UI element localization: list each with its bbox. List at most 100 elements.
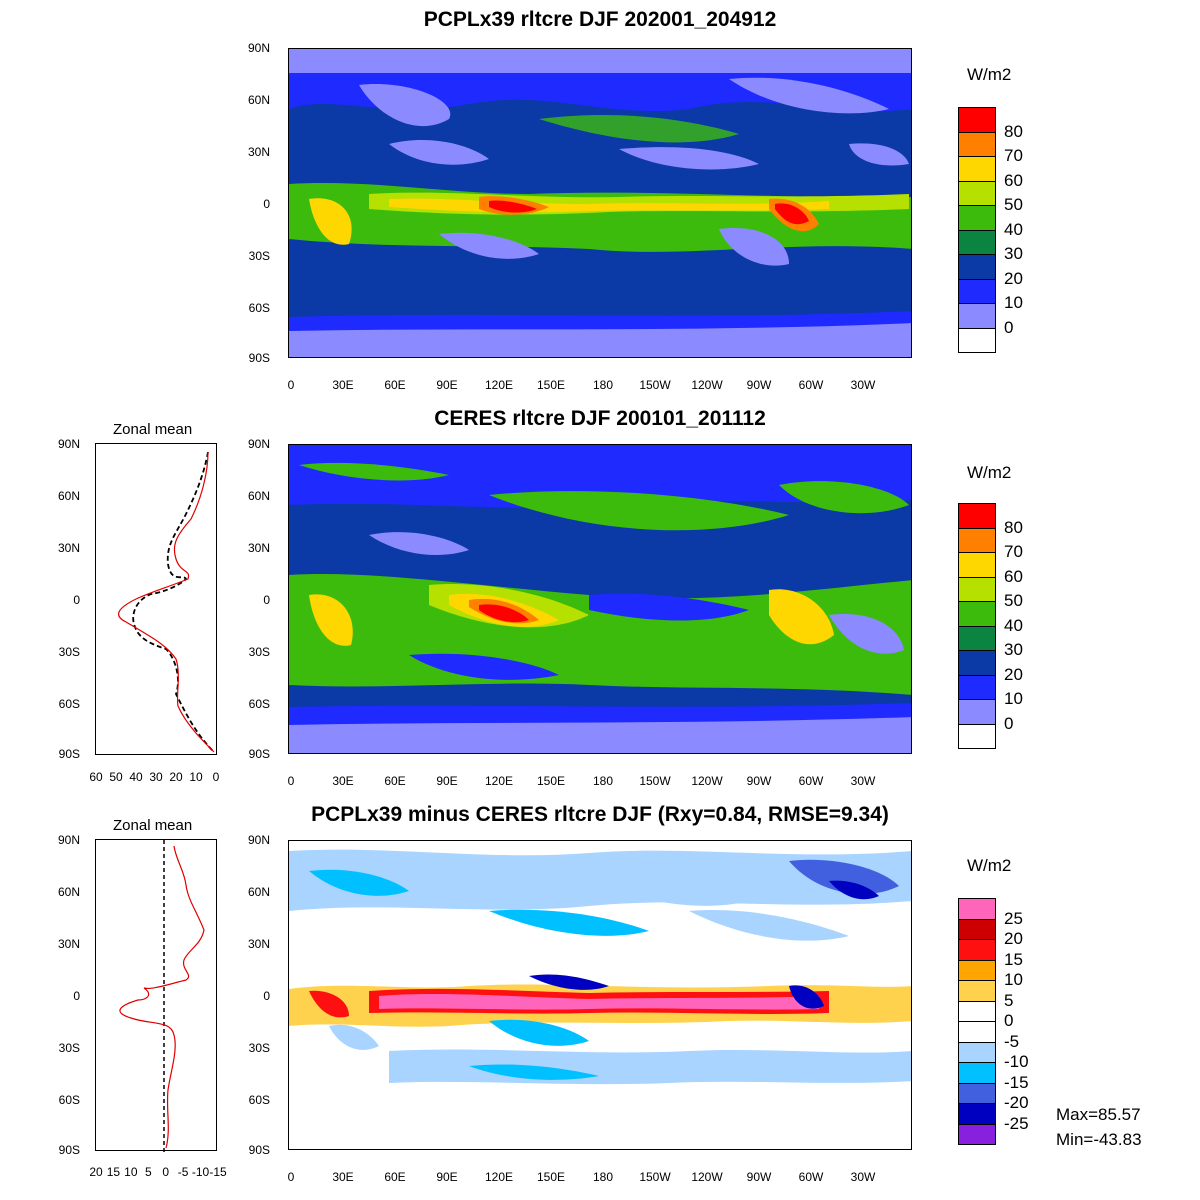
p2-lat-0: 0 xyxy=(263,593,270,607)
panel1-title: PCPLx39 rltcre DJF 202001_204912 xyxy=(423,8,777,31)
colorbar-label: 50 xyxy=(1004,591,1023,610)
colorbar-swatch xyxy=(958,1082,996,1104)
colorbar-swatch xyxy=(958,180,996,206)
colorbar-label: 70 xyxy=(1004,146,1023,165)
zonal-xtick-label: 10 xyxy=(189,770,203,784)
colorbar-swatch xyxy=(958,303,996,329)
colorbar-label: 80 xyxy=(1004,517,1023,537)
z1-lat-0: 0 xyxy=(73,593,80,607)
colorbar-label: 5 xyxy=(1004,990,1014,1010)
colorbar-label: 20 xyxy=(1004,664,1023,684)
colorbar-label: 30 xyxy=(1004,640,1023,659)
max-value: Max=85.57 xyxy=(1056,1105,1141,1124)
colorbar-swatch xyxy=(958,699,996,725)
p1-lat-60N: 60N xyxy=(247,93,270,107)
zonal-xtick-label: 30 xyxy=(149,770,163,784)
zonal-xtick-label: -10 xyxy=(191,1165,210,1179)
colorbar-swatch xyxy=(958,674,996,700)
p3-lon-30W: 30W xyxy=(850,1170,876,1184)
colorbar-swatch xyxy=(958,1062,996,1084)
zonal-xtick-label: -15 xyxy=(209,1165,227,1179)
p1-lon-90W: 90W xyxy=(746,378,772,392)
z2-lat-60S: 60S xyxy=(58,1093,80,1107)
colorbar-label: 40 xyxy=(1004,219,1023,239)
panel3-unit: W/m2 xyxy=(967,856,1012,875)
colorbar-swatch xyxy=(958,1103,996,1125)
colorbar-swatch xyxy=(958,229,996,255)
colorbar-label: 80 xyxy=(1004,121,1023,141)
p2-lat-30S: 30S xyxy=(248,645,270,659)
p3-lon-30E: 30E xyxy=(332,1170,354,1184)
p2-lon-90E: 90E xyxy=(436,774,458,788)
colorbar-swatch xyxy=(958,205,996,231)
zonal-xtick-label: 5 xyxy=(144,1165,152,1179)
p3-lon-120W: 120W xyxy=(691,1170,723,1184)
colorbar-swatch xyxy=(958,527,996,553)
z1-lat-30N: 30N xyxy=(57,541,80,555)
p1-lon-0: 0 xyxy=(287,378,295,392)
p1-lat-90N: 90N xyxy=(247,41,270,55)
p1-lon-60W: 60W xyxy=(798,378,824,392)
colorbar-swatch xyxy=(958,939,996,961)
p3-lat-90S: 90S xyxy=(248,1143,270,1157)
p2-lon-150E: 150E xyxy=(536,774,566,788)
p3-lon-150W: 150W xyxy=(639,1170,671,1184)
colorbar-label: 40 xyxy=(1004,615,1023,635)
p3-lat-30S: 30S xyxy=(248,1041,270,1055)
zonal-xtick-label: 15 xyxy=(106,1165,121,1179)
p1-lon-30W: 30W xyxy=(850,378,876,392)
colorbar-swatch xyxy=(958,327,996,353)
z2-lat-30N: 30N xyxy=(57,937,80,951)
p1-lon-150E: 150E xyxy=(536,378,566,392)
p1-lon-90E: 90E xyxy=(436,378,458,392)
p1-lon-120W: 120W xyxy=(691,378,723,392)
p1-lat-90S: 90S xyxy=(248,351,270,365)
p3-lat-0: 0 xyxy=(263,989,270,1003)
panel2-unit: W/m2 xyxy=(967,463,1012,482)
colorbar-swatch xyxy=(958,918,996,940)
zonal1-title: Zonal mean xyxy=(113,421,193,438)
colorbar-swatch xyxy=(958,601,996,627)
p3-lat-60S: 60S xyxy=(248,1093,270,1107)
zonal-xtick-label: 0 xyxy=(162,1165,170,1179)
p2-lat-60S: 60S xyxy=(248,697,270,711)
p2-lon-90W: 90W xyxy=(746,774,772,788)
colorbar-label: -10 xyxy=(1004,1052,1029,1071)
p1-lon-120E: 120E xyxy=(484,378,514,392)
colorbar-swatch xyxy=(958,156,996,182)
zonal2-title: Zonal mean xyxy=(113,817,193,834)
colorbar-label: 0 xyxy=(1004,1011,1014,1030)
colorbar-label: -15 xyxy=(1004,1072,1029,1092)
z2-lat-90S: 90S xyxy=(58,1143,80,1157)
p2-lon-180: 180 xyxy=(592,774,614,788)
colorbar-swatch xyxy=(958,552,996,578)
p3-lon-120E: 120E xyxy=(484,1170,514,1184)
panel1-field xyxy=(289,49,911,357)
p3-lon-0: 0 xyxy=(287,1170,295,1184)
p2-lat-30N: 30N xyxy=(247,541,270,555)
p2-lon-120E: 120E xyxy=(484,774,514,788)
p1-lon-180: 180 xyxy=(592,378,614,392)
colorbar-swatch xyxy=(958,898,996,920)
zonal2-lines xyxy=(119,840,205,1152)
panel3-map xyxy=(288,840,912,1150)
panel2-map xyxy=(288,444,912,754)
colorbar-swatch xyxy=(958,650,996,676)
zonal2-diff-line xyxy=(119,845,205,1149)
colorbar-label: 15 xyxy=(1004,949,1023,969)
p3-lon-90E: 90E xyxy=(436,1170,458,1184)
zonal-xtick-label: 10 xyxy=(124,1165,138,1179)
zonal-xtick-label: 60 xyxy=(89,770,103,784)
colorbar-swatch xyxy=(958,959,996,981)
colorbar-label: 20 xyxy=(1004,929,1023,948)
p1-lat-30S: 30S xyxy=(248,249,270,263)
p3-lon-150E: 150E xyxy=(536,1170,566,1184)
zonal-xtick-label: 50 xyxy=(109,770,123,784)
colorbar-swatch xyxy=(958,503,996,529)
zonal-xtick-label: 0 xyxy=(212,770,220,784)
zonal-xtick-label: 40 xyxy=(129,770,143,784)
colorbar-label: -20 xyxy=(1004,1093,1029,1112)
zonal-xtick-label: -5 xyxy=(177,1165,189,1179)
panel1-unit: W/m2 xyxy=(967,65,1012,84)
colorbar-label: 10 xyxy=(1004,970,1023,989)
